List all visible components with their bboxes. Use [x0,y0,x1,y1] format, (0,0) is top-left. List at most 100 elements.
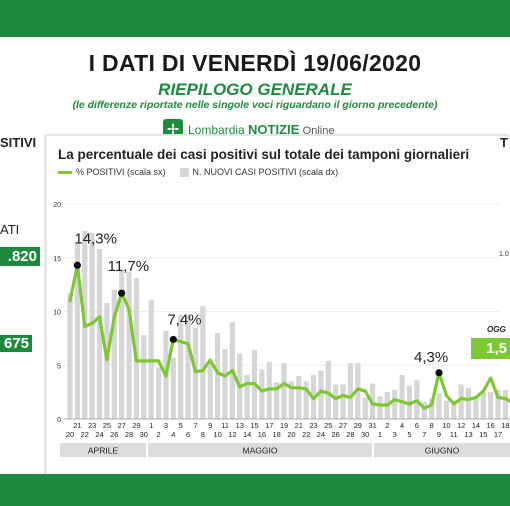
bar-new-cases [480,392,486,419]
x-tick-label: 19 [280,421,288,430]
x-tick-label: 25 [324,421,332,430]
x-tick-label: 11 [221,421,229,430]
logo-text: Lombardia NOTIZIE Online [188,122,334,137]
x-tick-label: 4 [400,421,404,430]
x-tick-label: 3 [393,430,397,439]
x-tick-label: 20 [66,430,74,439]
x-tick-label: 29 [132,421,140,430]
x-tick-label: 7 [193,421,197,430]
x-tick-label: 22 [302,430,310,439]
bar-new-cases [347,363,354,419]
month-label: APRILE [88,446,119,456]
annotation-marker [73,261,81,269]
left-panel-value-1: .820 [0,247,40,266]
chart-legend: % POSITIVI (scala sx) N. NUOVI CASI POSI… [58,167,338,177]
bar-new-cases [340,384,346,419]
bar-new-cases [325,360,331,419]
x-tick-label: 14 [243,430,251,439]
left-side-panel [0,136,44,474]
x-tick-label: 9 [208,421,212,430]
bar-new-cases [288,381,294,419]
month-label: MAGGIO [243,446,278,456]
x-tick-label: 18 [501,421,509,430]
bar-new-cases [473,398,479,419]
bar-new-cases [244,374,250,419]
x-tick-label: 26 [332,430,340,439]
x-tick-label: 21 [73,421,81,430]
bar-new-cases [170,357,176,419]
bar-new-cases [89,233,95,419]
x-tick-label: 25 [103,421,111,430]
annotation-label: 11,7% [108,258,149,275]
right-panel-header: T [500,135,508,150]
bar-new-cases [119,270,125,419]
x-tick-label: 1 [378,430,382,439]
x-tick-label: 20 [287,430,295,439]
bar-new-cases [200,306,206,419]
x-tick-label: 24 [95,430,103,439]
right-panel-value: 1,5 [471,338,510,359]
x-tick-label: 3 [164,421,168,430]
x-tick-label: 8 [430,421,434,430]
x-tick-label: 10 [442,421,450,430]
x-tick-label: 9 [437,430,441,439]
bar-new-cases [296,376,302,419]
y-tick-label: 0 [57,417,61,424]
bottom-bar [0,474,510,506]
bar-new-cases [502,389,509,419]
logo-notizie: NOTIZIE [248,121,300,137]
legend-bar-swatch [179,167,189,177]
x-tick-label: 26 [110,430,118,439]
x-tick-label: 2 [385,421,389,430]
bar-new-cases [178,314,184,419]
bar-new-cases [429,398,435,419]
logo-brand: Lombardia [188,122,245,137]
legend-line-swatch [58,170,72,174]
x-tick-label: 15 [479,430,487,439]
x-tick-label: 6 [415,421,419,430]
annotation-marker [118,289,126,297]
bar-new-cases [377,396,383,419]
bar-new-cases [333,384,339,419]
bar-new-cases [215,333,221,419]
bar-new-cases [436,393,442,419]
legend-item-percent: % POSITIVI (scala sx) [76,167,166,177]
y-tick-label: 10 [53,310,61,317]
x-tick-label: 28 [346,430,354,439]
month-band [374,443,510,457]
x-tick-label: 17 [494,430,502,439]
x-tick-label: 8 [201,430,205,439]
left-panel-label: ATI [0,222,20,237]
x-tick-label: 6 [186,430,190,439]
bar-new-cases [451,405,457,419]
x-tick-label: 13 [236,421,244,430]
lombardia-notizie-logo[interactable]: Lombardia NOTIZIE Online [163,119,334,139]
month-band [60,443,146,457]
x-tick-label: 11 [450,430,458,439]
bar-new-cases [111,290,117,419]
annotation-marker [435,369,443,377]
month-label: GIUGNO [425,446,460,456]
bar-new-cases [185,314,191,419]
x-tick-label: 21 [295,421,303,430]
legend-item-cases: N. NUOVI CASI POSITIVI (scala dx) [192,167,339,177]
x-tick-label: 5 [407,430,411,439]
x-tick-label: 30 [140,430,148,439]
page-subtitle: RIEPILOGO GENERALE [158,80,352,99]
x-tick-label: 22 [81,430,89,439]
annotation-label: 4,3% [414,349,448,366]
x-tick-label: 30 [361,430,369,439]
bar-new-cases [281,363,287,419]
top-bar [0,0,510,37]
page-note: (le differenze riportate nelle singole v… [72,99,438,111]
bar-new-cases [443,400,449,419]
y-tick-label: 5 [57,363,61,370]
x-tick-label: 17 [265,421,273,430]
bar-new-cases [495,389,501,419]
x-tick-label: 29 [354,421,362,430]
y-right-tick-label: 1.0 [499,251,509,258]
x-tick-label: 10 [213,430,221,439]
annotation-marker [169,335,177,344]
bar-new-cases [74,242,80,419]
